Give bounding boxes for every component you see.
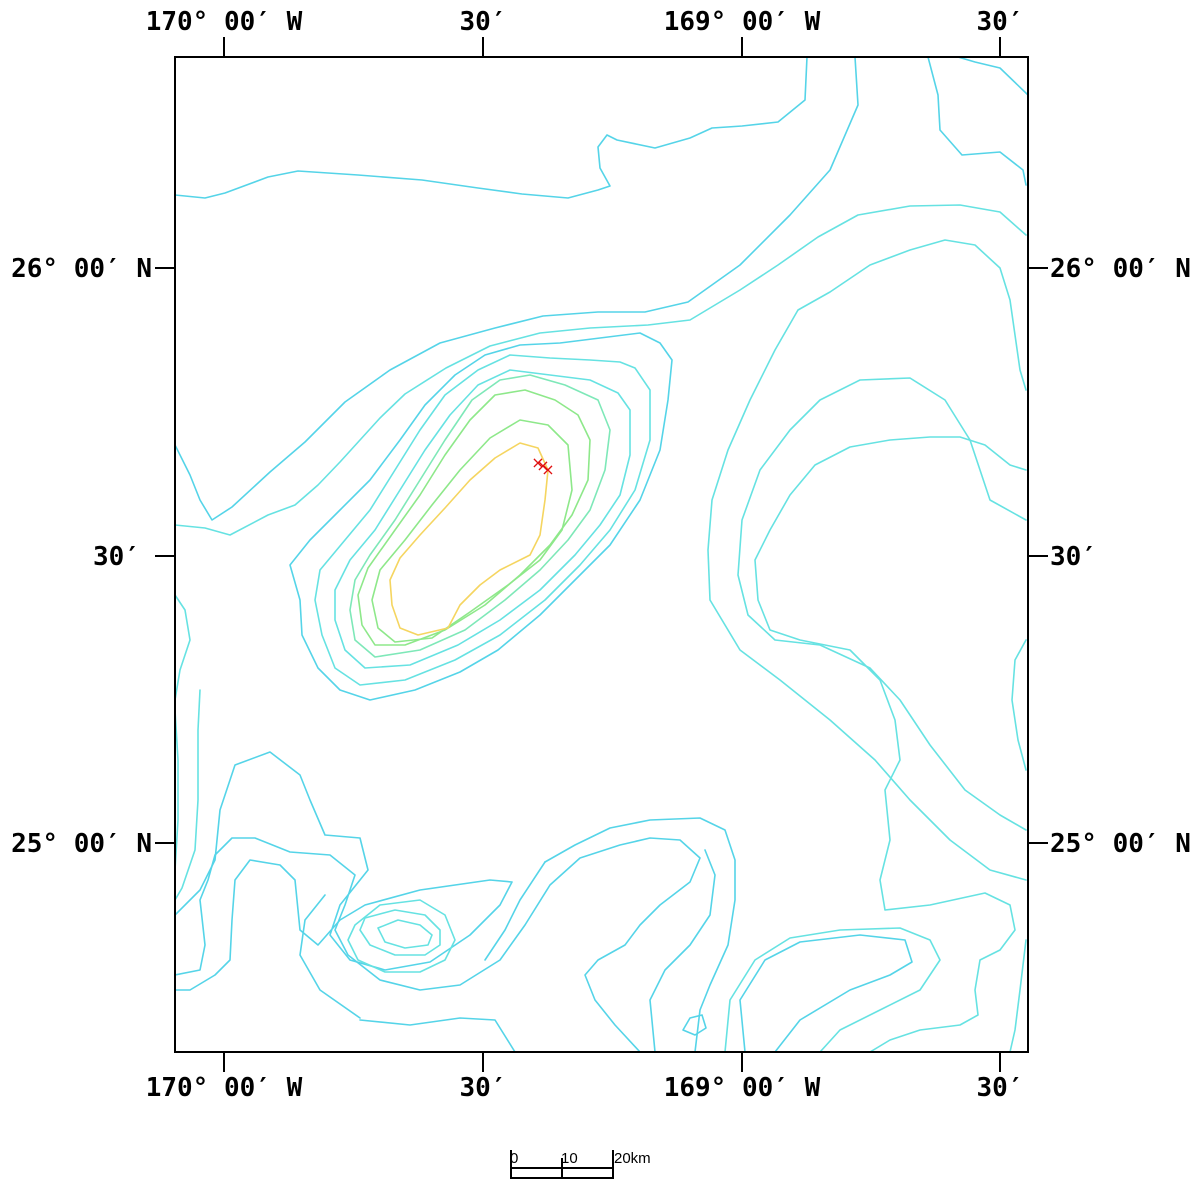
contour-line bbox=[927, 57, 1027, 186]
lon-label: 170° 00′ W bbox=[146, 7, 303, 37]
tick-marks bbox=[155, 37, 1048, 1072]
contour-line bbox=[1009, 939, 1027, 1052]
contour-line bbox=[175, 837, 701, 1052]
contour-line bbox=[724, 927, 941, 1052]
lon-labels-top: 170° 00′ W 30′ 169° 00′ W 30′ bbox=[146, 7, 1024, 37]
scale-label: 20km bbox=[614, 1150, 651, 1167]
contour-line bbox=[739, 934, 913, 1052]
contour-line bbox=[349, 374, 611, 658]
contour-line bbox=[359, 1017, 516, 1052]
contour-line bbox=[359, 909, 441, 956]
lat-label: 30′ bbox=[93, 542, 140, 572]
contour-line bbox=[754, 436, 1027, 1052]
contour-line bbox=[737, 377, 1027, 831]
volcano-marker: × bbox=[531, 453, 544, 472]
lon-label: 30′ bbox=[460, 1073, 507, 1103]
scale-bar-segment bbox=[561, 1167, 614, 1179]
map-frame bbox=[174, 56, 1029, 1053]
contour-line bbox=[707, 239, 1027, 881]
contour-line bbox=[1011, 639, 1027, 771]
contour-line bbox=[175, 751, 513, 991]
contour-line bbox=[484, 861, 546, 961]
contour-line bbox=[289, 332, 673, 701]
contour-line bbox=[544, 817, 736, 1052]
lat-labels-left: 26° 00′ N 30′ 25° 00′ N bbox=[11, 254, 152, 859]
contour-line bbox=[175, 57, 859, 521]
lat-labels-right: 26° 00′ N 30′ 25° 00′ N bbox=[1050, 254, 1191, 859]
lat-label: 26° 00′ N bbox=[1050, 254, 1191, 284]
contour-line bbox=[175, 709, 179, 871]
lon-label: 170° 00′ W bbox=[146, 1073, 303, 1103]
contour-line bbox=[314, 354, 651, 686]
contour-line bbox=[682, 1014, 707, 1036]
contour-line bbox=[357, 389, 591, 646]
contour-line bbox=[371, 419, 573, 643]
lon-label: 30′ bbox=[977, 1073, 1024, 1103]
scale-bar: 0 10 20km bbox=[510, 1150, 651, 1179]
contour-line bbox=[377, 919, 433, 949]
contour-line bbox=[299, 894, 361, 1019]
lon-labels-bottom: 170° 00′ W 30′ 169° 00′ W 30′ bbox=[146, 1073, 1024, 1103]
contour-line bbox=[175, 57, 808, 199]
volcano-marker: × bbox=[536, 456, 549, 475]
contour-line bbox=[175, 204, 1027, 536]
scale-bar-segment bbox=[510, 1167, 563, 1179]
scale-label: 10 bbox=[561, 1150, 578, 1167]
contour-line bbox=[334, 369, 631, 669]
lon-label: 30′ bbox=[977, 7, 1024, 37]
contour-lines bbox=[175, 57, 1028, 1052]
lat-label: 25° 00′ N bbox=[1050, 829, 1191, 859]
lon-label: 169° 00′ W bbox=[664, 1073, 821, 1103]
contour-line bbox=[957, 57, 1028, 96]
lat-label: 30′ bbox=[1050, 542, 1097, 572]
contour-line bbox=[649, 849, 716, 1052]
volcano-markers: × × × bbox=[531, 453, 554, 479]
lon-label: 169° 00′ W bbox=[664, 7, 821, 37]
contour-line bbox=[389, 442, 549, 636]
contour-line bbox=[175, 594, 191, 701]
scale-label: 0 bbox=[510, 1150, 518, 1167]
lat-label: 25° 00′ N bbox=[11, 829, 152, 859]
volcano-marker: × bbox=[541, 460, 554, 479]
contour-line bbox=[347, 899, 456, 973]
contour-line bbox=[175, 689, 201, 901]
lat-label: 26° 00′ N bbox=[11, 254, 152, 284]
lon-label: 30′ bbox=[460, 7, 507, 37]
